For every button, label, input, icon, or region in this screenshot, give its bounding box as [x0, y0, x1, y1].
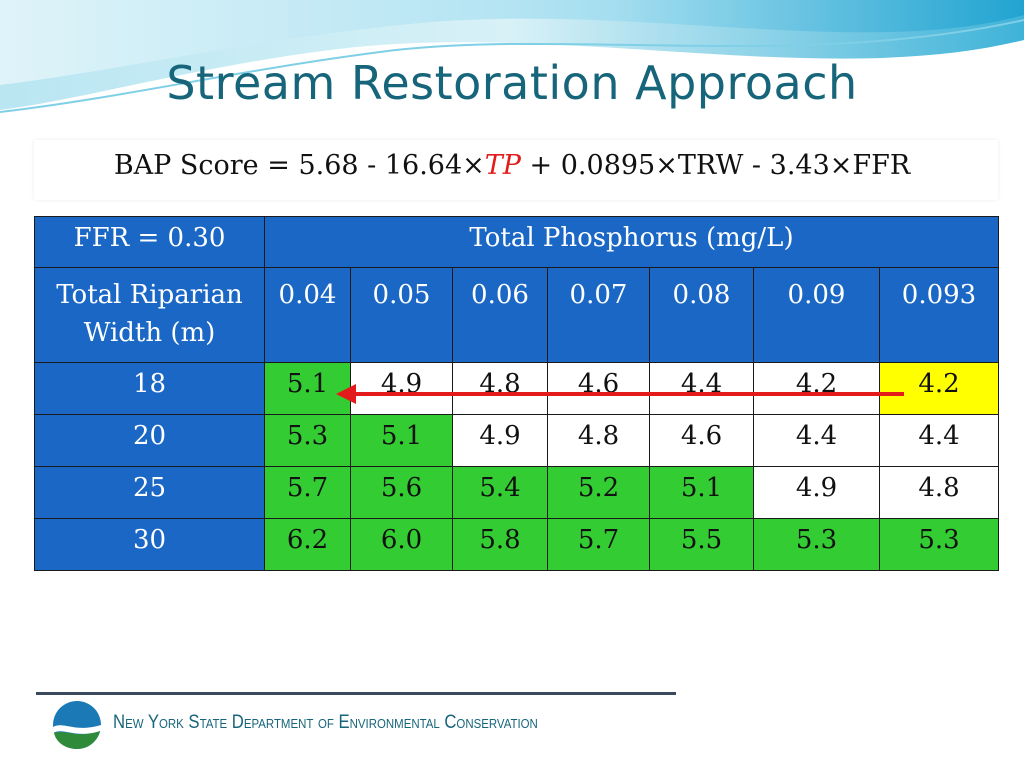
score-cell: 5.3: [264, 414, 351, 467]
slide-title: Stream Restoration Approach: [166, 56, 858, 110]
header-wave-decoration: [0, 0, 1024, 113]
tp-header-cell: 0.09: [753, 267, 880, 363]
tp-header-cell: 0.08: [649, 267, 754, 363]
score-cell: 4.9: [350, 362, 453, 415]
score-cell: 5.5: [649, 518, 754, 571]
trw-row-header: 18: [34, 362, 265, 415]
score-cell: 4.6: [547, 362, 650, 415]
score-cell: 6.2: [264, 518, 351, 571]
score-cell: 4.4: [753, 414, 880, 467]
score-cell: 4.8: [547, 414, 650, 467]
score-cell: 5.1: [649, 466, 754, 519]
trw-row-header: 30: [34, 518, 265, 571]
score-cell: 5.2: [547, 466, 650, 519]
footer-organization: New York State Department of Environment…: [113, 712, 538, 733]
bap-formula: BAP Score = 5.68 - 16.64×TP + 0.0895×TRW…: [0, 150, 1024, 181]
score-cell: 4.4: [878, 414, 1000, 467]
tp-header-cell: 0.05: [350, 267, 453, 363]
score-cell: 4.8: [452, 362, 548, 415]
tp-header-cell: 0.06: [452, 267, 548, 363]
footer-divider: [36, 692, 676, 695]
tp-header-cell: 0.04: [264, 267, 351, 363]
score-cell-current: 4.2: [878, 362, 1000, 415]
score-cell: 5.3: [753, 518, 880, 571]
ffr-label-cell: FFR = 0.30: [34, 216, 265, 268]
score-cell: 4.4: [649, 362, 754, 415]
dec-logo-icon: [53, 701, 101, 749]
trw-row-header: 20: [34, 414, 265, 467]
trw-label-cell: Total Riparian Width (m): [34, 267, 265, 363]
score-cell: 5.3: [878, 518, 1000, 571]
tp-header-cell: 0.07: [547, 267, 650, 363]
score-cell: 4.9: [452, 414, 548, 467]
score-cell: 5.6: [350, 466, 453, 519]
table-row: 18 5.1 4.9 4.8 4.6 4.4 4.2 4.2: [34, 362, 1000, 415]
table-row: 25 5.7 5.6 5.4 5.2 5.1 4.9 4.8: [34, 466, 1000, 519]
formula-prefix: BAP Score = 5.68 - 16.64×: [113, 150, 485, 181]
tp-group-header: Total Phosphorus (mg/L): [263, 216, 1000, 268]
score-cell: 5.7: [264, 466, 351, 519]
bap-score-table: FFR = 0.30 Total Phosphorus (mg/L) Total…: [34, 216, 1000, 571]
score-cell: 5.8: [452, 518, 548, 571]
score-cell: 5.4: [452, 466, 548, 519]
score-cell: 6.0: [350, 518, 453, 571]
formula-suffix: + 0.0895×TRW - 3.43×FFR: [520, 150, 911, 181]
trw-row-header: 25: [34, 466, 265, 519]
score-cell: 4.2: [753, 362, 880, 415]
score-cell: 5.1: [264, 362, 351, 415]
score-cell: 4.6: [649, 414, 754, 467]
score-cell: 5.1: [350, 414, 453, 467]
formula-tp-highlight: TP: [484, 150, 521, 181]
score-cell: 5.7: [547, 518, 650, 571]
tp-header-cell: 0.093: [878, 267, 1000, 363]
score-cell: 4.8: [878, 466, 1000, 519]
formula-box: [34, 140, 998, 200]
score-cell: 4.9: [753, 466, 880, 519]
table-row: 30 6.2 6.0 5.8 5.7 5.5 5.3 5.3: [34, 518, 1000, 571]
table-row: 20 5.3 5.1 4.9 4.8 4.6 4.4 4.4: [34, 414, 1000, 467]
